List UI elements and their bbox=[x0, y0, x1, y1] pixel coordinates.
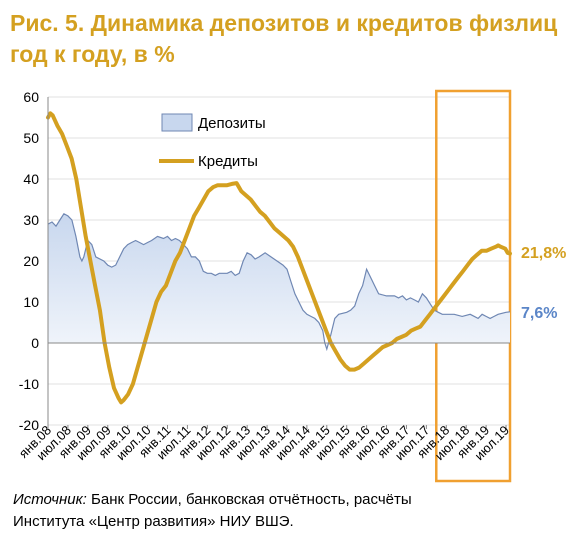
chart-title: Рис. 5. Динамика депозитов и кредитов фи… bbox=[10, 8, 580, 70]
plot-layer bbox=[46, 111, 512, 405]
legend-deposits-label: Депозиты bbox=[198, 115, 266, 132]
y-tick-label: 60 bbox=[23, 89, 39, 105]
end-label-deposits: 7,6% bbox=[521, 305, 557, 322]
title-line-1: Рис. 5. Динамика депозитов и кредитов фи… bbox=[10, 10, 558, 36]
series-deposits-line bbox=[47, 213, 511, 352]
legend-deposits-swatch bbox=[161, 113, 193, 132]
chart-svg: -20-100102030405060янв.08июл.08янв.09июл… bbox=[16, 89, 566, 483]
highlight-box bbox=[435, 89, 512, 483]
end-labels-layer: 21,8% 7,6% bbox=[521, 245, 566, 322]
legend-credits-label: Кредиты bbox=[198, 153, 258, 170]
series-deposits-area bbox=[48, 213, 510, 350]
y-tick-label: 10 bbox=[23, 294, 39, 310]
y-tick-label: -20 bbox=[19, 417, 39, 433]
source-note: Источник: Банк России, банковская отчётн… bbox=[13, 489, 583, 533]
y-tick-label: 20 bbox=[23, 253, 39, 269]
y-tick-label: 30 bbox=[23, 212, 39, 228]
end-label-credits: 21,8% bbox=[521, 245, 566, 262]
y-tick-label: -10 bbox=[19, 376, 39, 392]
title-line-2: год к году, в % bbox=[10, 41, 175, 67]
series-credits-line bbox=[46, 111, 512, 405]
legend: Депозиты Кредиты bbox=[159, 113, 266, 170]
y-tick-label: 50 bbox=[23, 130, 39, 146]
source-text-1: Банк России, банковская отчётность, расч… bbox=[86, 491, 412, 508]
y-tick-label: 0 bbox=[31, 335, 39, 351]
y-tick-label: 40 bbox=[23, 171, 39, 187]
source-lead: Источник: bbox=[13, 491, 87, 508]
highlight-layer bbox=[435, 89, 512, 483]
source-text-2: Института «Центр развития» НИУ ВШЭ. bbox=[13, 513, 294, 530]
